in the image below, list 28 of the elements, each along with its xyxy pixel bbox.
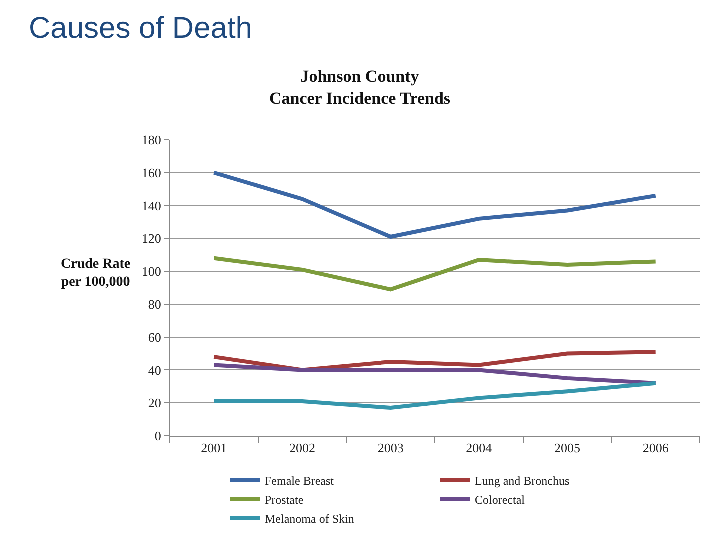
legend-label: Lung and Bronchus — [475, 474, 570, 488]
y-axis-title: Crude Rate per 100,000 — [61, 257, 131, 290]
legend-label: Melanoma of Skin — [265, 512, 354, 526]
y-tick-label: 0 — [154, 428, 162, 444]
y-tick-label: 160 — [142, 165, 162, 180]
legend-label: Prostate — [265, 492, 304, 507]
line-series — [212, 256, 658, 292]
line-series — [212, 170, 658, 240]
chart-title: Johnson County Cancer Incidence Trends — [269, 66, 451, 108]
y-tick-label: 100 — [142, 264, 162, 280]
y-tick-label: 60 — [148, 330, 162, 345]
y-tick-label: 180 — [142, 132, 162, 148]
y-tick-label: 140 — [142, 198, 162, 214]
x-tick-label: 2003 — [378, 440, 404, 456]
y-tick-label: 120 — [142, 231, 162, 246]
x-tick-label: 2004 — [466, 440, 493, 456]
legend-label: Female Breast — [265, 474, 335, 488]
line-series — [212, 381, 658, 410]
y-tick-label: 80 — [148, 296, 162, 312]
x-tick-label: 2001 — [201, 440, 228, 456]
legend-label: Colorectal — [475, 492, 526, 507]
text: Causes of Death — [29, 12, 252, 45]
x-tick-label: 2005 — [554, 440, 580, 456]
y-tick-label: 20 — [148, 396, 162, 411]
x-tick-label: 2006 — [642, 440, 670, 456]
x-tick-label: 2002 — [290, 440, 316, 456]
line-series — [212, 363, 658, 386]
y-tick-label: 40 — [148, 362, 162, 378]
